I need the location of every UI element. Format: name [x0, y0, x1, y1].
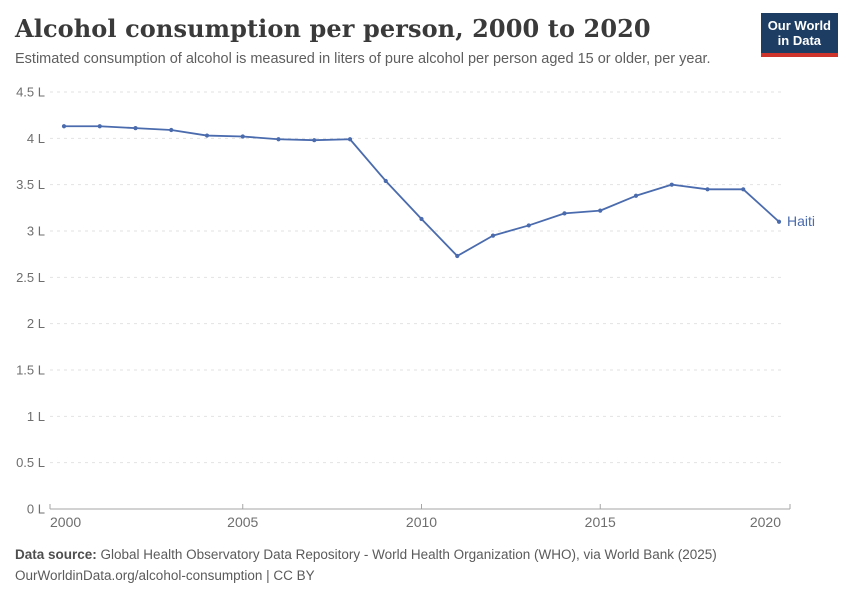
x-tick-label: 2020 — [750, 514, 781, 530]
data-point-2017[interactable] — [669, 182, 674, 187]
data-point-2014[interactable] — [562, 211, 567, 216]
x-tick-label: 2015 — [585, 514, 616, 530]
data-source-text: Global Health Observatory Data Repositor… — [96, 547, 717, 562]
data-point-2016[interactable] — [633, 193, 639, 198]
data-point-2019[interactable] — [741, 187, 746, 192]
y-tick-label: 3 L — [27, 224, 45, 239]
y-tick-label: 4 L — [27, 131, 45, 146]
owid-logo[interactable]: Our World in Data — [760, 13, 838, 57]
data-point-2012[interactable] — [490, 233, 496, 238]
data-point-2010[interactable] — [419, 216, 424, 222]
y-tick-label: 4.5 L — [16, 85, 45, 100]
line-series-haiti[interactable] — [63, 125, 780, 257]
series-label-haiti[interactable]: Haiti — [787, 213, 815, 229]
data-point-2008[interactable] — [347, 137, 353, 142]
y-tick-label: 0.5 L — [16, 455, 45, 470]
data-point-2011[interactable] — [455, 253, 460, 259]
y-tick-label: 0 L — [27, 502, 45, 517]
license-link[interactable]: OurWorldinData.org/alcohol-consumption |… — [15, 568, 315, 583]
data-point-2006[interactable] — [276, 137, 281, 142]
data-point-2000[interactable] — [61, 124, 67, 129]
data-point-2005[interactable] — [240, 134, 245, 139]
data-point-2003[interactable] — [169, 127, 174, 133]
data-point-2018[interactable] — [705, 187, 710, 192]
y-tick-label: 2 L — [27, 316, 45, 331]
data-point-2020[interactable] — [776, 219, 782, 224]
chart-header: Alcohol consumption per person, 2000 to … — [15, 14, 755, 67]
data-point-2004[interactable] — [204, 133, 210, 138]
y-tick-label: 1 L — [27, 409, 45, 424]
owid-logo-line2: in Data — [777, 33, 822, 49]
x-tick-label: 2000 — [50, 514, 81, 530]
chart-footer: Data source: Global Health Observatory D… — [15, 544, 835, 586]
chart-canvas[interactable]: 0 L 0.5 L 1 L 1.5 L 2 L 2.5 L 3 L 3.5 L 4 L 4.5 L… — [0, 80, 850, 540]
data-source-line: Data source: Global Health Observatory D… — [15, 544, 835, 565]
data-source-label: Data source: — [15, 547, 97, 562]
data-point-2015[interactable] — [598, 208, 603, 213]
page-title: Alcohol consumption per person, 2000 to … — [15, 14, 651, 43]
data-point-2007[interactable] — [312, 138, 317, 143]
data-point-2001[interactable] — [97, 124, 102, 129]
y-tick-label: 2.5 L — [16, 270, 45, 285]
owid-logo-line1: Our World — [767, 18, 831, 33]
y-tick-label: 3.5 L — [16, 177, 45, 192]
y-tick-label: 1.5 L — [16, 363, 45, 378]
data-point-2009[interactable] — [383, 178, 388, 184]
chart-area: 0 L 0.5 L 1 L 1.5 L 2 L 2.5 L 3 L 3.5 L 4 L 4.5 L… — [0, 80, 850, 540]
x-tick-label: 2010 — [406, 514, 437, 530]
data-point-2013[interactable] — [526, 223, 531, 228]
chart-subtitle: Estimated consumption of alcohol is meas… — [15, 51, 711, 67]
x-tick-label: 2005 — [227, 514, 258, 530]
data-point-2002[interactable] — [133, 126, 138, 131]
